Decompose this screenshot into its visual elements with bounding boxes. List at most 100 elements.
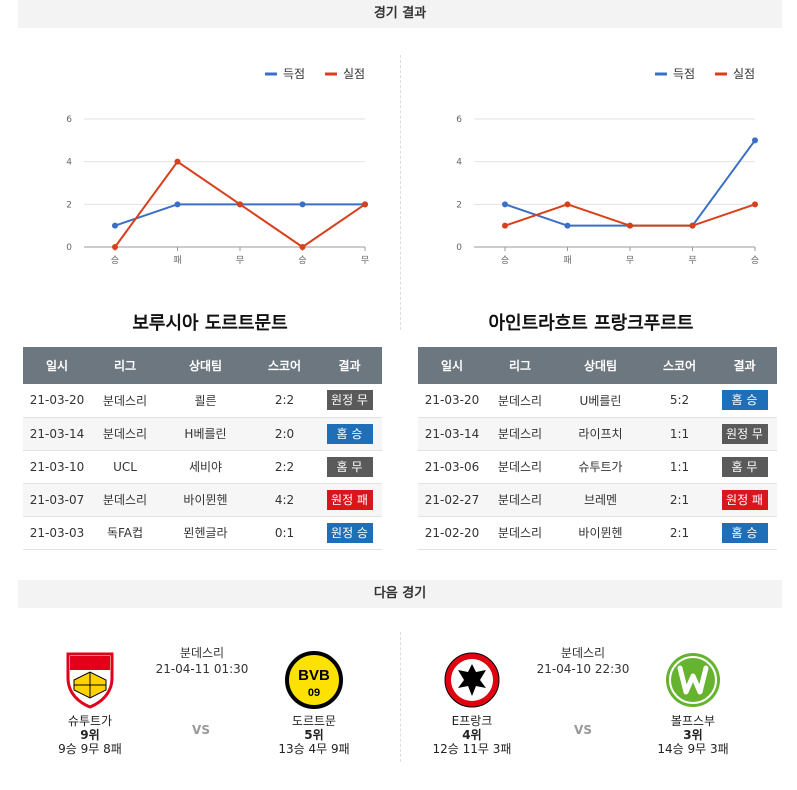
result-badge: 홈 승 xyxy=(326,423,373,444)
data-point xyxy=(752,201,758,208)
league-name: 분데스리 xyxy=(486,384,554,418)
match-league: 분데스리 xyxy=(179,646,225,660)
column-header: 스코어 xyxy=(647,347,712,384)
result-badge: 홈 승 xyxy=(721,390,768,411)
match-date: 21-02-27 xyxy=(418,483,486,517)
opponent-name: 브레멘 xyxy=(554,483,647,517)
legend-label: 득점 xyxy=(283,67,305,81)
away-team-name: 볼프스부 xyxy=(670,714,716,728)
next-divider xyxy=(400,632,401,762)
data-point xyxy=(502,222,508,229)
data-point xyxy=(627,222,633,229)
team-title-dortmund: 보루시아 도르트문트 xyxy=(132,313,288,334)
vs-label: VS xyxy=(574,723,592,737)
vs-label: VS xyxy=(192,723,210,737)
x-tick-label: 무 xyxy=(688,255,696,266)
league-name: 분데스리 xyxy=(91,384,159,418)
legend-label: 득점 xyxy=(673,67,695,81)
match-datetime: 21-04-10 22:30 xyxy=(536,662,630,676)
result-badge: 원정 패 xyxy=(721,489,768,510)
opponent-name: 바이뮌헨 xyxy=(159,483,252,517)
opponent-name: 쾰른 xyxy=(159,384,252,418)
eintracht-frankfurt-logo xyxy=(442,650,502,710)
series-line-conceded xyxy=(504,203,756,227)
chart-dortmund: 득점 실점 0 2 4 6 승 패 무 승 무 xyxy=(20,55,390,275)
line-chart-svg: 득점 실점 0 2 4 6 승 패 무 승 무 xyxy=(66,67,369,266)
x-tick-label: 승 xyxy=(751,255,759,266)
league-name: 분데스리 xyxy=(91,417,159,451)
y-tick-label: 2 xyxy=(66,200,72,210)
home-team-1: 슈투트가 9위 9승 9무 8패 xyxy=(35,650,145,756)
y-tick-label: 6 xyxy=(456,115,462,125)
match-info-1: 분데스리 21-04-11 01:30 xyxy=(147,645,257,677)
x-tick-label: 승 xyxy=(111,255,119,266)
home-team-record: 12승 11무 3패 xyxy=(432,742,512,756)
result-cell: 홈 승 xyxy=(712,516,777,550)
next-section-title: 다음 경기 xyxy=(18,580,782,608)
data-point xyxy=(299,201,306,208)
results-table-dortmund: 일시 리그 상대팀 스코어 결과 21-03-20 분데스리 쾰른 2:2 원정 무 21-03-1… xyxy=(23,347,382,550)
home-team-2: E프랑크 4위 12승 11무 3패 xyxy=(417,650,527,756)
match-date: 21-03-20 xyxy=(23,384,91,418)
y-tick-label: 6 xyxy=(66,115,72,125)
away-team-rank: 5위 xyxy=(304,728,324,742)
result-cell: 홈 승 xyxy=(317,417,382,451)
team-title-frankfurt: 아인트라흐트 프랑크푸르트 xyxy=(488,313,694,334)
result-badge: 원정 승 xyxy=(326,522,373,543)
results-table-frankfurt: 일시 리그 상대팀 스코어 결과 21-03-20 분데스리 U베를린 5:2 홈 승 21-03-… xyxy=(418,347,777,550)
data-point xyxy=(174,201,181,208)
data-point xyxy=(689,222,696,229)
table-row: 21-03-14 분데스리 H베를린 2:0 홈 승 xyxy=(23,417,382,451)
league-name: 독FA컵 xyxy=(91,516,159,550)
opponent-name: 묀헨글라 xyxy=(159,516,252,550)
y-tick-label: 0 xyxy=(66,243,72,253)
opponent-name: U베를린 xyxy=(554,384,647,418)
table-row: 21-02-27 분데스리 브레멘 2:1 원정 패 xyxy=(418,483,777,517)
chart-frankfurt: 득점 실점 0 2 4 6 승 패 무 무 승 xyxy=(410,55,780,275)
away-team-1: BVB 09 도르트문 5위 13승 4무 9패 xyxy=(259,650,369,756)
result-cell: 홈 무 xyxy=(317,450,382,484)
home-team-name: E프랑크 xyxy=(451,714,493,728)
result-badge: 홈 무 xyxy=(326,456,373,477)
series-line-scored xyxy=(114,203,365,227)
match-score: 0:1 xyxy=(252,516,317,550)
result-badge: 홈 승 xyxy=(721,522,768,543)
result-cell: 원정 무 xyxy=(712,417,777,451)
league-name: 분데스리 xyxy=(486,417,554,451)
y-tick-label: 2 xyxy=(456,200,462,210)
opponent-name: H베를린 xyxy=(159,417,252,451)
match-date: 21-03-14 xyxy=(418,417,486,451)
x-tick-label: 승 xyxy=(501,255,509,266)
match-date: 21-03-14 xyxy=(23,417,91,451)
league-name: UCL xyxy=(91,450,159,484)
league-name: 분데스리 xyxy=(486,483,554,517)
home-team-rank: 9위 xyxy=(80,728,100,742)
column-header: 리그 xyxy=(91,347,159,384)
opponent-name: 슈투트가 xyxy=(554,450,647,484)
table-row: 21-03-14 분데스리 라이프치 1:1 원정 무 xyxy=(418,417,777,451)
match-date: 21-03-06 xyxy=(418,450,486,484)
table-row: 21-03-06 분데스리 슈투트가 1:1 홈 무 xyxy=(418,450,777,484)
x-tick-label: 패 xyxy=(173,255,181,266)
data-point xyxy=(502,201,508,208)
match-score: 2:1 xyxy=(647,516,712,550)
vfl-wolfsburg-logo xyxy=(663,650,723,710)
table-row: 21-02-20 분데스리 바이뮌헨 2:1 홈 승 xyxy=(418,516,777,550)
column-header: 일시 xyxy=(23,347,91,384)
table-row: 21-03-20 분데스리 U베를린 5:2 홈 승 xyxy=(418,384,777,418)
vfb-stuttgart-logo xyxy=(60,650,120,710)
away-team-2: 볼프스부 3위 14승 9무 3패 xyxy=(638,650,748,756)
y-tick-label: 4 xyxy=(66,158,72,168)
x-tick-label: 패 xyxy=(563,255,571,266)
home-team-rank: 4위 xyxy=(462,728,482,742)
results-section-title: 경기 결과 xyxy=(18,0,782,28)
match-date: 21-03-20 xyxy=(418,384,486,418)
results-divider xyxy=(400,55,401,330)
result-cell: 원정 패 xyxy=(317,483,382,517)
table-row: 21-03-10 UCL 세비야 2:2 홈 무 xyxy=(23,450,382,484)
match-score: 2:1 xyxy=(647,483,712,517)
next-match-2: E프랑크 4위 12승 11무 3패 분데스리 21-04-10 22:30 V… xyxy=(405,640,785,760)
result-cell: 원정 승 xyxy=(317,516,382,550)
league-name: 분데스리 xyxy=(486,450,554,484)
away-team-record: 14승 9무 3패 xyxy=(657,742,729,756)
